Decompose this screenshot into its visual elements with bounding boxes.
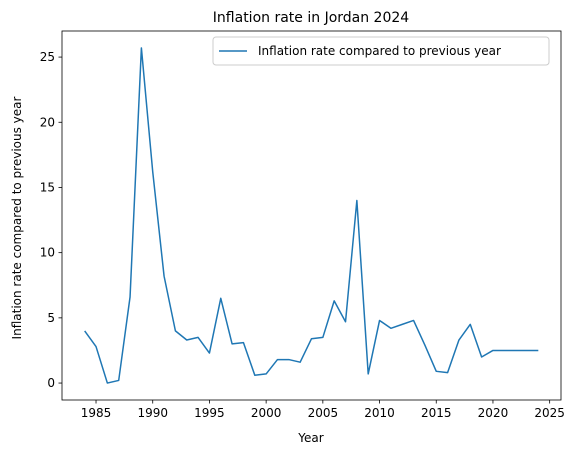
- chart-title: Inflation rate in Jordan 2024: [213, 10, 409, 26]
- y-tick-label: 25: [40, 50, 55, 64]
- x-tick-label: 1995: [194, 406, 225, 420]
- x-tick-label: 1985: [81, 406, 112, 420]
- y-tick-label: 0: [47, 376, 55, 390]
- series-line-inflation-rate: [84, 47, 539, 384]
- x-tick-label: 2005: [308, 406, 339, 420]
- x-tick-label: 2025: [534, 406, 565, 420]
- y-tick-label: 20: [40, 115, 55, 129]
- y-tick-label: 5: [47, 311, 55, 325]
- x-tick-label: 2020: [478, 406, 509, 420]
- axes-frame: [61, 30, 562, 401]
- x-tick-label: 2015: [421, 406, 452, 420]
- x-tick-label: 2010: [364, 406, 395, 420]
- y-tick-label: 10: [40, 246, 55, 260]
- legend: Inflation rate compared to previous year: [212, 36, 550, 66]
- legend-label: Inflation rate compared to previous year: [258, 44, 501, 58]
- y-tick-label: 15: [40, 180, 55, 194]
- x-tick-label: 1990: [137, 406, 168, 420]
- legend-box: [212, 36, 550, 66]
- x-axis: 1985 1990 1995 2000 2005 2010 2015 2020 2025: [81, 400, 565, 420]
- x-tick-label: 2000: [251, 406, 282, 420]
- y-axis: 0 5 10 15 20 25: [40, 50, 62, 390]
- y-axis-label: Inflation rate compared to previous year: [10, 96, 24, 339]
- x-axis-label: Year: [297, 431, 323, 445]
